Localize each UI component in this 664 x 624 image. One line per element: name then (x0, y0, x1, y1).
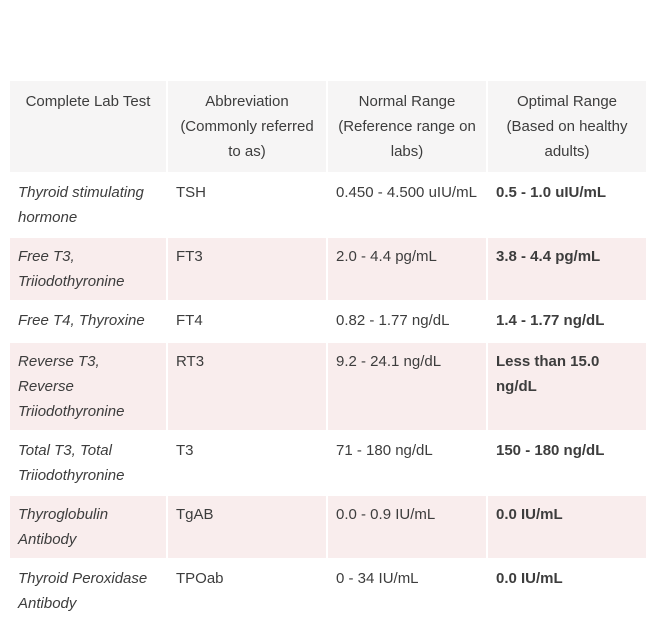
cell-optimal-range: 150 - 180 ng/dL (496, 442, 605, 459)
header-normal-range: Normal Range (Reference range on labs) (328, 81, 486, 172)
cell-test: Free T3, Triiodothyronine (10, 238, 166, 300)
cell-test: Thyroglobulin Antibody (10, 496, 166, 558)
cell-optimal-range: 3.8 - 4.4 pg/mL (488, 238, 646, 300)
cell-optimal-range: 0.5 - 1.0 uIU/mL (496, 184, 607, 201)
cell-normal-range: 9.2 - 24.1 ng/dL (328, 343, 486, 430)
cell-test: Total T3, Total Triiodothyronine (18, 442, 125, 484)
table-row: Thyroglobulin Antibody TgAB 0.0 - 0.9 IU/m… (10, 496, 646, 558)
cell-optimal-range: 1.4 - 1.77 ng/dL (496, 312, 605, 329)
cell-normal-range: 0.450 - 4.500 uIU/mL (336, 184, 477, 201)
cell-normal-range: 0.82 - 1.77 ng/dL (336, 312, 450, 329)
cell-optimal-range: Less than 15.0 ng/dL (488, 343, 646, 430)
cell-normal-range: 2.0 - 4.4 pg/mL (328, 238, 486, 300)
table-row: Thyroid stimulating hormone TSH 0.450 - 4.… (10, 174, 646, 236)
table-row: Thyroid Peroxidase Antibody TPOab 0 - 34 I… (10, 560, 646, 622)
header-abbreviation: Abbreviation (Commonly referred to as) (168, 81, 326, 172)
cell-abbreviation: FT3 (168, 238, 326, 300)
cell-test: Reverse T3, Reverse Triiodothyronine (10, 343, 166, 430)
cell-abbreviation: FT4 (176, 312, 203, 329)
table-row: Reverse T3, Reverse Triiodothyronine RT3 9… (10, 343, 646, 430)
header-row: Complete Lab Test Abbreviation (Commonly… (10, 81, 646, 172)
cell-test: Thyroid stimulating hormone (18, 184, 144, 226)
table-row: Total T3, Total Triiodothyronine T3 71 - 1… (10, 432, 646, 494)
table-row: Free T4, Thyroxine FT4 0.82 - 1.77 ng/dL 1.… (10, 302, 646, 341)
table-row: Free T3, Triiodothyronine FT3 2.0 - 4.4 pg… (10, 238, 646, 300)
cell-normal-range: 0.0 - 0.9 IU/mL (328, 496, 486, 558)
cell-optimal-range: 0.0 IU/mL (496, 570, 563, 587)
cell-abbreviation: TPOab (176, 570, 224, 587)
cell-test: Free T4, Thyroxine (18, 312, 145, 329)
cell-abbreviation: TSH (176, 184, 206, 201)
cell-test: Thyroid Peroxidase Antibody (18, 570, 148, 612)
cell-optimal-range: 0.0 IU/mL (488, 496, 646, 558)
cell-abbreviation: RT3 (168, 343, 326, 430)
cell-normal-range: 0 - 34 IU/mL (336, 570, 419, 587)
cell-abbreviation: TgAB (168, 496, 326, 558)
cell-normal-range: 71 - 180 ng/dL (336, 442, 433, 459)
header-test: Complete Lab Test (10, 81, 166, 172)
thyroid-lab-table: Complete Lab Test Abbreviation (Commonly… (8, 79, 648, 624)
cell-abbreviation: T3 (176, 442, 194, 459)
header-optimal-range: Optimal Range (Based on healthy adults) (488, 81, 646, 172)
